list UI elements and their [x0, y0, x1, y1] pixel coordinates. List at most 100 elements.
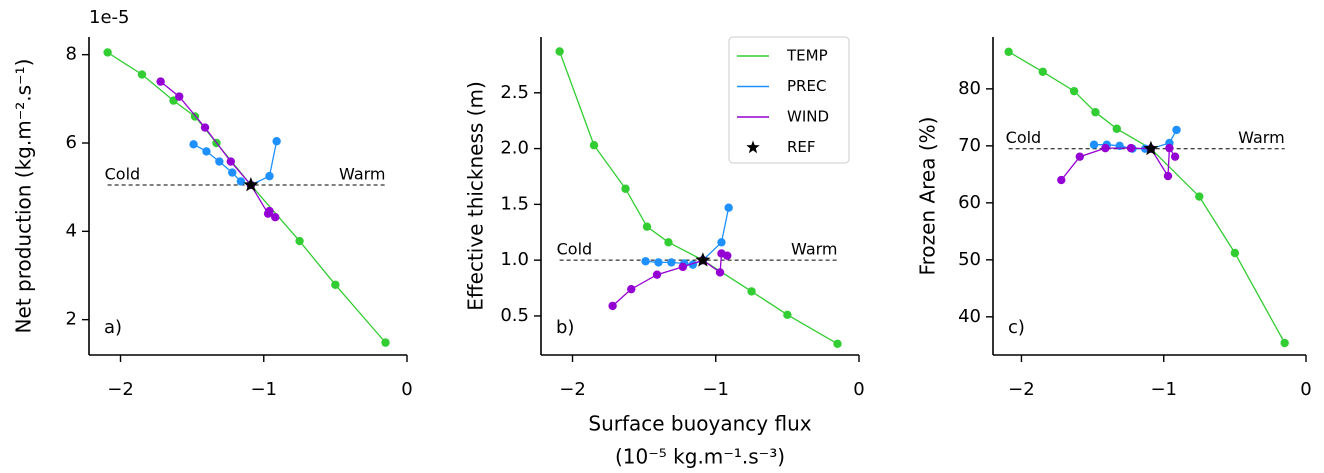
x-tick-label: −2 — [559, 379, 586, 400]
y-tick-label: 50 — [958, 249, 981, 270]
legend-label: PREC — [787, 77, 826, 95]
series-line — [1008, 51, 1286, 344]
x-tick-label: −1 — [702, 379, 729, 400]
y-tick-label: 2 — [66, 309, 77, 330]
data-point — [1112, 124, 1121, 133]
data-point — [1165, 143, 1174, 153]
series-line — [107, 51, 386, 344]
y-tick-label: 2.5 — [500, 82, 529, 103]
x-tick-label: 0 — [853, 379, 864, 400]
data-point — [1126, 143, 1136, 153]
data-point — [621, 184, 630, 193]
data-point — [265, 206, 274, 216]
reference-point — [243, 177, 259, 192]
x-tick-label: 0 — [401, 379, 412, 400]
annotation: Warm — [339, 164, 385, 183]
y-tick-label: 4 — [66, 220, 77, 241]
y-tick-label: 40 — [958, 306, 981, 327]
y-tick-label: 60 — [958, 192, 981, 213]
data-point — [331, 280, 340, 289]
data-point — [1172, 125, 1181, 135]
annotation: Cold — [1006, 128, 1042, 147]
data-point — [271, 213, 280, 222]
data-point — [226, 157, 236, 166]
y-tick-label: 1.5 — [500, 193, 529, 214]
x-axis-label: Surface buoyancy flux — [588, 412, 811, 436]
data-point — [156, 77, 165, 86]
y-tick-label: 1.0 — [500, 249, 529, 270]
data-point — [627, 284, 636, 294]
data-point — [1115, 141, 1124, 151]
data-point — [1280, 338, 1289, 348]
data-point — [202, 147, 211, 156]
data-point — [200, 123, 210, 132]
x-tick-label: −2 — [107, 379, 134, 400]
y-axis-label: Net production (kg.m⁻².s⁻¹) — [12, 59, 36, 334]
y-tick-label: 6 — [66, 132, 77, 153]
y-tick-label: 70 — [958, 135, 981, 156]
panel-label: a) — [104, 317, 122, 338]
x-tick-label: −1 — [1150, 379, 1177, 400]
data-point — [1230, 248, 1240, 258]
data-point — [175, 92, 184, 101]
x-tick-label: −2 — [1008, 379, 1035, 400]
data-point — [723, 251, 732, 260]
data-point — [295, 236, 304, 246]
legend: TEMP PREC WIND REF — [728, 36, 850, 164]
data-point — [555, 47, 564, 56]
data-point — [833, 339, 842, 349]
reference-point — [695, 252, 711, 267]
data-point — [608, 301, 617, 311]
data-point — [664, 238, 673, 247]
annotation: Cold — [105, 164, 141, 183]
data-point — [589, 141, 599, 150]
y-tick-label: 0.5 — [500, 305, 529, 326]
data-point — [215, 157, 224, 166]
data-point — [678, 262, 688, 272]
x-tick-label: −1 — [250, 379, 277, 400]
x-tick-label: 0 — [1300, 379, 1311, 400]
data-point — [654, 258, 663, 267]
data-point — [747, 287, 756, 296]
annotation: Cold — [557, 240, 593, 259]
data-point — [1091, 108, 1100, 117]
data-point — [189, 140, 198, 149]
data-point — [642, 222, 652, 231]
data-point — [265, 171, 274, 181]
data-point — [1089, 140, 1099, 149]
y-axis-label: Effective thickness (m) — [464, 81, 488, 311]
data-point — [1101, 143, 1110, 153]
legend-marker — [746, 140, 760, 154]
y-tick-label: 80 — [958, 78, 981, 99]
data-point — [228, 168, 237, 177]
legend-box — [728, 36, 850, 164]
panel-label: b) — [556, 317, 574, 338]
data-point — [1057, 175, 1066, 185]
x-axis-label: (10⁻⁵ kg.m⁻¹.s⁻³) — [615, 445, 785, 469]
data-point — [1195, 192, 1204, 201]
data-point — [641, 257, 650, 266]
annotation: Warm — [791, 240, 837, 259]
series-line — [645, 207, 730, 266]
data-point — [1069, 86, 1079, 96]
y-tick-label: 8 — [66, 44, 77, 65]
data-point — [715, 268, 725, 277]
data-point — [1075, 152, 1084, 161]
data-point — [724, 203, 733, 212]
data-point — [717, 238, 726, 247]
data-point — [103, 48, 112, 57]
data-point — [236, 177, 246, 186]
panel-label: c) — [1008, 317, 1025, 338]
legend-label: REF — [787, 138, 816, 156]
data-point — [272, 137, 281, 146]
y-tick-label: 2.0 — [500, 138, 529, 159]
annotation: Warm — [1238, 128, 1284, 147]
series-line — [160, 81, 276, 218]
y-axis-label: Frozen Area (%) — [916, 117, 940, 276]
reference-point — [1143, 140, 1159, 156]
data-point — [1038, 67, 1047, 76]
legend-label: TEMP — [786, 47, 828, 65]
data-point — [137, 70, 147, 79]
y-offset-label: 1e-5 — [89, 7, 129, 28]
